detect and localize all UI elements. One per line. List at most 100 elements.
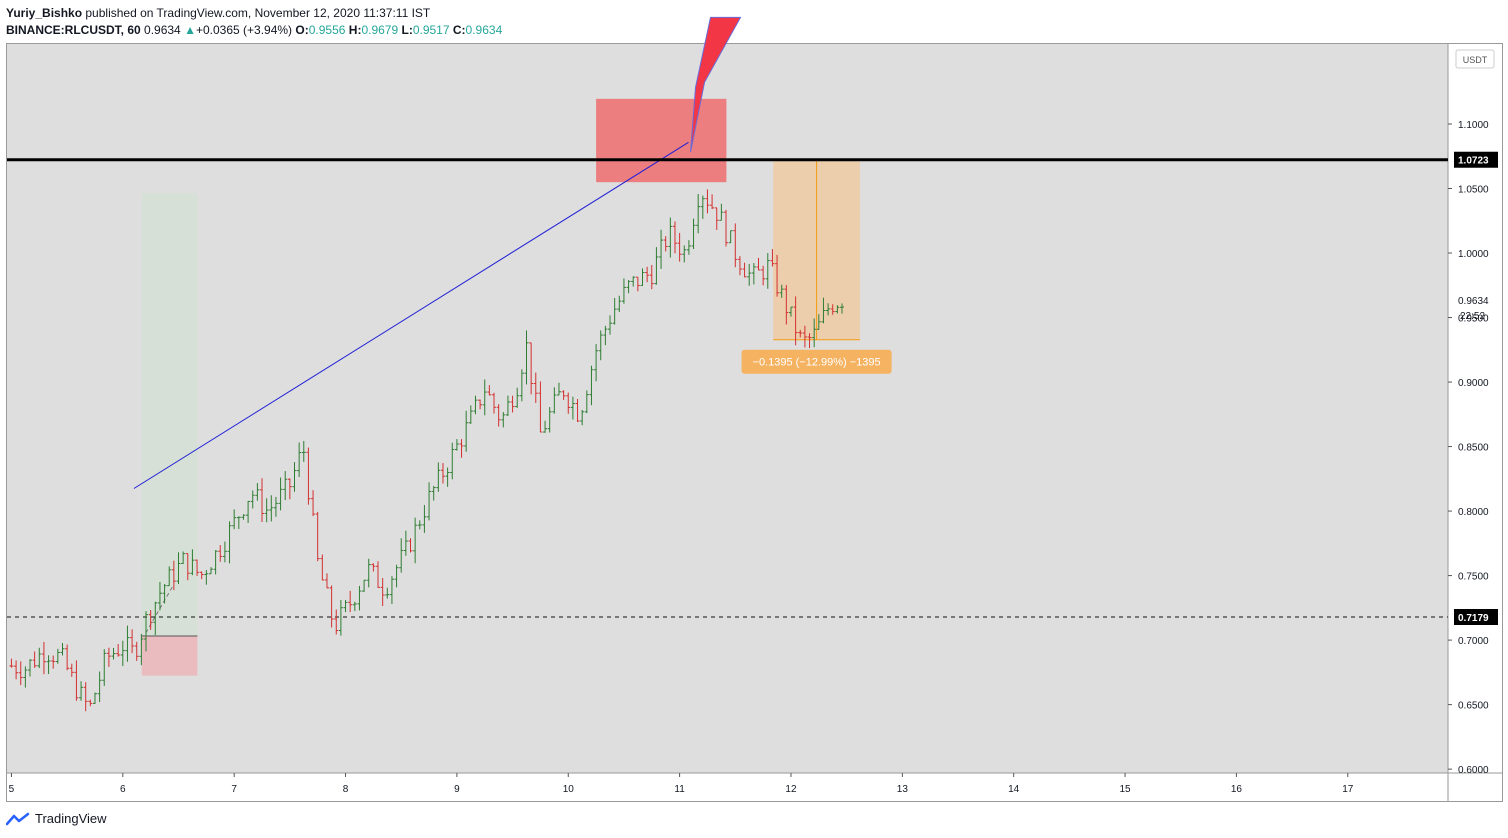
ohlc-bar xyxy=(14,660,19,680)
ohlc-bar xyxy=(505,395,510,417)
ohlc-bar xyxy=(821,297,826,324)
ohlc-bar xyxy=(556,382,561,396)
author-name[interactable]: Yuriy_Bishko xyxy=(6,6,83,20)
ohlc-bar xyxy=(510,395,515,413)
tradingview-brand: TradingView xyxy=(35,811,107,826)
y-tick-label: 0.9000 xyxy=(1458,378,1489,389)
trendline xyxy=(133,141,689,489)
ohlc-bar xyxy=(835,305,840,314)
ohlc-bar xyxy=(761,265,766,286)
ohlc-bar xyxy=(37,647,42,669)
ohlc-bar xyxy=(255,483,260,501)
ohlc-bar xyxy=(195,559,200,576)
last-price-tag: 0.9634 xyxy=(1458,296,1489,307)
y-tick-label: 0.6000 xyxy=(1458,765,1489,776)
ohlc-bar xyxy=(120,640,125,667)
ohlc-bar xyxy=(603,325,608,346)
ohlc-bar xyxy=(92,692,97,704)
ohlc-bar xyxy=(700,195,705,219)
x-tick-label: 16 xyxy=(1231,784,1243,795)
ohlc-bar xyxy=(79,681,84,701)
low-value: 0.9517 xyxy=(412,23,450,37)
ohlc-bar xyxy=(515,387,520,408)
ohlc-bar xyxy=(598,330,603,361)
ohlc-bar xyxy=(589,365,594,406)
ohlc-bar xyxy=(334,609,339,635)
ohlc-bar xyxy=(292,462,297,492)
published-text: published on TradingView.com, November 1… xyxy=(85,6,431,20)
ohlc-bar xyxy=(190,549,195,576)
measure-label: −0.1395 (−12.99%) −1395 xyxy=(753,357,881,369)
ohlc-bar xyxy=(478,399,483,410)
ohlc-bar xyxy=(640,268,645,286)
ohlc-bar xyxy=(793,296,798,346)
currency-label: USDT xyxy=(1463,55,1488,65)
ohlc-bar xyxy=(807,333,812,349)
ohlc-bar xyxy=(575,398,580,423)
ohlc-bar xyxy=(55,648,60,664)
ohlc-bar xyxy=(283,471,288,501)
ohlc-bar xyxy=(626,280,631,294)
ohlc-bar xyxy=(162,584,167,604)
x-tick-label: 14 xyxy=(1008,784,1020,795)
price-change: +0.0365 (+3.94%) xyxy=(195,23,293,37)
ohlc-bar xyxy=(171,560,176,591)
high-label: H: xyxy=(348,23,362,37)
ohlc-bar xyxy=(459,439,464,458)
ohlc-bar xyxy=(580,409,585,426)
ohlc-bar xyxy=(329,585,334,628)
time-axis xyxy=(7,773,1502,801)
ohlc-bar xyxy=(659,229,664,269)
ohlc-bar xyxy=(422,504,427,533)
up-arrow-icon: ▲ xyxy=(184,23,196,37)
ohlc-bar xyxy=(320,554,325,581)
ohlc-bar xyxy=(260,478,265,522)
ohlc-bar xyxy=(199,571,204,580)
low-label: L: xyxy=(401,23,413,37)
ohlc-bar xyxy=(389,576,394,605)
ohlc-bar xyxy=(371,563,376,572)
close-value: 0.9634 xyxy=(465,23,503,37)
ohlc-bar xyxy=(236,516,241,530)
ohlc-bar xyxy=(116,643,121,657)
ohlc-bar xyxy=(408,538,413,553)
ohlc-bar xyxy=(357,585,362,611)
ohlc-bar xyxy=(677,232,682,262)
ohlc-bar xyxy=(436,462,441,492)
ohlc-bar xyxy=(301,440,306,462)
ohlc-bar xyxy=(181,551,186,564)
ohlc-bar xyxy=(218,545,223,562)
ohlc-bar xyxy=(450,442,455,480)
y-tick-label: 0.7500 xyxy=(1458,572,1489,583)
ohlc-bar xyxy=(139,633,144,666)
ohlc-bar xyxy=(343,600,348,613)
ohlc-bar xyxy=(501,412,506,428)
ohlc-bar xyxy=(524,330,529,385)
ohlc-bar xyxy=(788,306,793,317)
tradingview-logo[interactable]: TradingView xyxy=(6,811,107,826)
ohlc-bar xyxy=(227,521,232,564)
ohlc-bar xyxy=(608,315,613,335)
ohlc-bar xyxy=(111,647,116,660)
ohlc-bar xyxy=(482,379,487,416)
x-tick-label: 15 xyxy=(1119,784,1131,795)
ohlc-bar xyxy=(668,217,673,258)
ohlc-bar xyxy=(32,651,37,668)
ohlc-bar xyxy=(770,249,775,267)
ohlc-bar xyxy=(403,530,408,556)
ohlc-bar xyxy=(635,276,640,292)
last-price: 0.9634 xyxy=(144,23,181,37)
x-tick-label: 7 xyxy=(231,784,237,795)
ohlc-bar xyxy=(185,553,190,581)
ohlc-bar xyxy=(431,485,436,501)
publish-info: Yuriy_Bishko published on TradingView.co… xyxy=(6,6,430,20)
ohlc-bar xyxy=(686,240,691,255)
support-price-tag-bg xyxy=(1454,609,1498,626)
ohlc-bar xyxy=(269,495,274,522)
support-price-tag: 0.7179 xyxy=(1458,613,1489,624)
ohlc-bar xyxy=(51,655,56,669)
high-value: 0.9679 xyxy=(361,23,399,37)
ohlc-bar xyxy=(691,218,696,250)
ohlc-bar xyxy=(519,369,524,402)
